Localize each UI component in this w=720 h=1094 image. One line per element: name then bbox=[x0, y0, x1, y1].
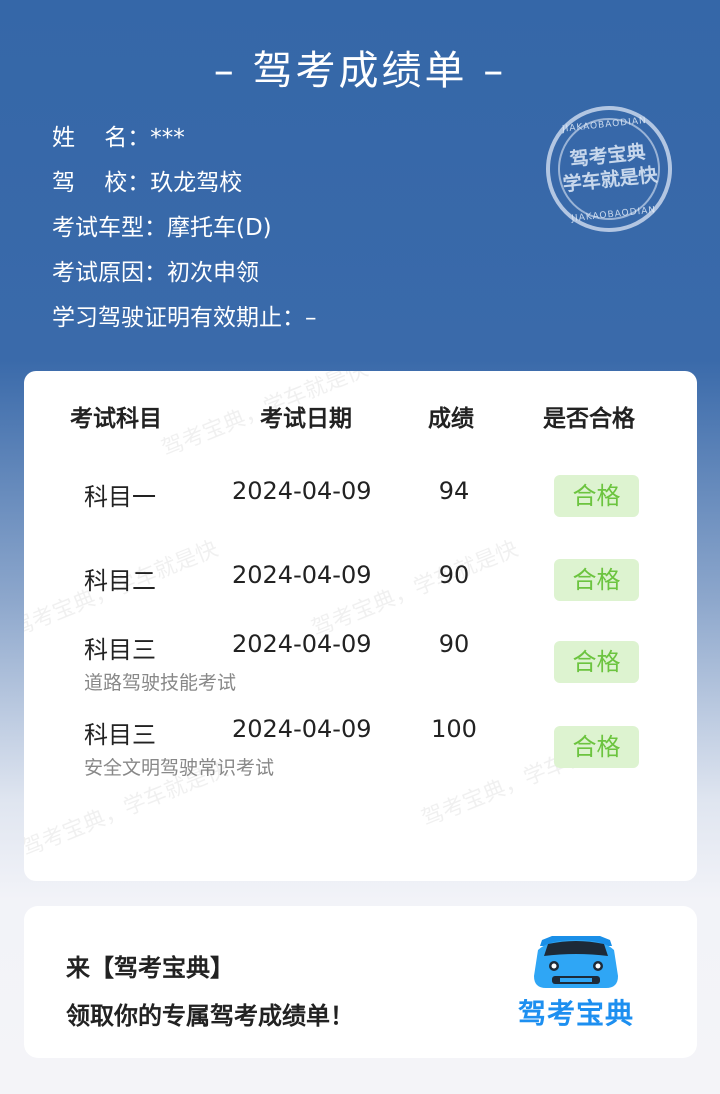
info-name: 姓 名： *** bbox=[52, 125, 185, 151]
info-reason: 考试原因： 初次申领 bbox=[52, 260, 259, 286]
info-school: 驾 校： 玖龙驾校 bbox=[52, 170, 243, 196]
info-permit-expiry: 学习驾驶证明有效期止： – bbox=[52, 305, 317, 331]
pass-badge: 合格 bbox=[554, 726, 639, 768]
promo-card[interactable]: 来【驾考宝典】 领取你的专属驾考成绩单！ 驾考宝典 bbox=[24, 906, 697, 1058]
score-table: 驾考宝典，学车就是快 驾考宝典，学车就是快 驾考宝典，学车就是快 驾考宝典，学车… bbox=[24, 371, 697, 881]
header-pass: 是否合格 bbox=[543, 406, 635, 432]
page-title: – 驾考成绩单 – bbox=[213, 48, 507, 94]
brand-stamp: JIAKAOBAODIAN 驾考宝典 学车就是快 JIAKAOBAODIAN bbox=[539, 99, 679, 239]
header-score: 成绩 bbox=[428, 406, 474, 432]
car-icon bbox=[534, 936, 618, 988]
pass-badge: 合格 bbox=[554, 641, 639, 683]
candidate-info: 姓 名： *** 驾 校： 玖龙驾校 考试车型： 摩托车(D) 考试原因： 初次申领 学… bbox=[52, 122, 317, 347]
info-vehicle-type: 考试车型： 摩托车(D) bbox=[52, 215, 272, 241]
pass-badge: 合格 bbox=[554, 475, 639, 517]
header-subject: 考试科目 bbox=[70, 406, 162, 432]
pass-badge: 合格 bbox=[554, 559, 639, 601]
brand-logo: 驾考宝典 bbox=[508, 932, 644, 1036]
header-date: 考试日期 bbox=[260, 406, 352, 432]
